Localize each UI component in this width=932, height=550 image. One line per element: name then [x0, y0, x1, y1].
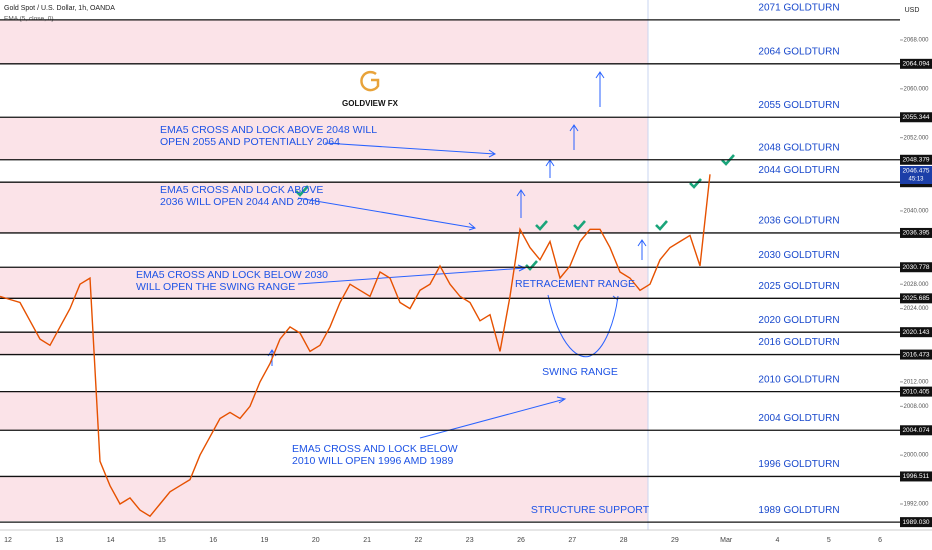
level-price: 2020.143	[902, 329, 929, 336]
y-tick-label: 2000.000	[903, 453, 929, 459]
level-price: 2004.074	[902, 427, 929, 434]
level-price: 2010.405	[902, 388, 929, 395]
arrows	[267, 71, 647, 439]
annotation: 2010 WILL OPEN 1996 AMD 1989	[292, 455, 453, 467]
goldturn-label: 2048 GOLDTURN	[758, 142, 839, 153]
level-box	[900, 517, 932, 528]
x-tick-label: 13	[55, 537, 63, 544]
y-tick-label: 1992.000	[903, 502, 929, 508]
x-tick-label: 29	[671, 537, 679, 544]
annotation: 2036 WILL OPEN 2044 AND 2048	[160, 196, 320, 208]
goldturn-label: 2030 GOLDTURN	[758, 250, 839, 261]
level-box	[900, 349, 932, 360]
logo-text: GOLDVIEW FX	[342, 99, 399, 108]
currency: USD	[905, 7, 920, 14]
x-tick-label: 14	[107, 537, 115, 544]
annotation: SWING RANGE	[542, 366, 618, 378]
x-tick-label: 19	[261, 537, 269, 544]
goldturn-label: 2071 GOLDTURN	[758, 2, 839, 13]
level-price: 2025.685	[902, 295, 929, 302]
goldturn-label: 1989 GOLDTURN	[758, 505, 839, 516]
x-tick-label: 5	[827, 537, 831, 544]
y-tick-label: 2028.000	[903, 282, 929, 288]
x-tick-label: 28	[620, 537, 628, 544]
level-box	[900, 58, 932, 69]
goldturn-label: 2010 GOLDTURN	[758, 374, 839, 385]
goldturn-label: 2020 GOLDTURN	[758, 315, 839, 326]
level-price: 2048.379	[902, 157, 929, 164]
goldturn-label: 2055 GOLDTURN	[758, 100, 839, 111]
x-tick-label: 21	[363, 537, 371, 544]
current-price: 2046.475	[902, 168, 929, 175]
goldturn-label: 2036 GOLDTURN	[758, 216, 839, 227]
annotation: OPEN 2055 AND POTENTIALLY 2064	[160, 136, 340, 148]
level-price: 2016.473	[902, 351, 929, 358]
y-tick-label: 2008.000	[903, 404, 929, 410]
annotation: RETRACEMENT RANGE	[515, 278, 635, 290]
annotation: EMA5 CROSS AND LOCK ABOVE 2048 WILL	[160, 124, 377, 136]
x-tick-label: 20	[312, 537, 320, 544]
y-tick-label: 2060.000	[903, 86, 929, 92]
y-tick-label: 2024.000	[903, 306, 929, 312]
level-box	[900, 154, 932, 165]
x-tick-label: 23	[466, 537, 474, 544]
level-box	[900, 425, 932, 436]
x-tick-label: 4	[776, 537, 780, 544]
level-box	[900, 262, 932, 273]
level-price: 2064.094	[902, 61, 929, 68]
level-box	[900, 227, 932, 238]
y-tick-label: 2068.000	[903, 38, 929, 44]
level-price: 2055.344	[902, 114, 929, 121]
annotation: WILL OPEN THE SWING RANGE	[136, 281, 295, 293]
x-tick-label: 27	[568, 537, 576, 544]
y-tick-label: 2040.000	[903, 209, 929, 215]
level-box	[900, 386, 932, 397]
ema-line	[0, 174, 711, 518]
price-box	[900, 166, 932, 184]
annotation: EMA5 CROSS AND LOCK BELOW	[292, 443, 458, 455]
annotation: STRUCTURE SUPPORT	[531, 504, 650, 516]
x-tick-label: 15	[158, 537, 166, 544]
goldturn-label: 2025 GOLDTURN	[758, 281, 839, 292]
goldturn-label: 2044 GOLDTURN	[758, 165, 839, 176]
x-tick-label: Mar	[720, 537, 733, 544]
x-tick-label: 22	[415, 537, 423, 544]
title: Gold Spot / U.S. Dollar, 1h, OANDA	[4, 5, 115, 12]
x-tick-label: 6	[878, 537, 882, 544]
y-tick-label: 2052.000	[903, 135, 929, 141]
countdown: 45:13	[908, 177, 924, 183]
level-price: 2036.395	[902, 230, 929, 237]
level-price: 2030.778	[902, 264, 929, 271]
goldturn-label: 2064 GOLDTURN	[758, 46, 839, 57]
level-box	[900, 112, 932, 123]
zones	[0, 20, 648, 521]
goldturn-label: 1996 GOLDTURN	[758, 459, 839, 470]
goldturn-label: 2016 GOLDTURN	[758, 337, 839, 348]
level-box	[900, 293, 932, 304]
level-price: 1996.511	[903, 473, 930, 480]
goldturn-label: 2004 GOLDTURN	[758, 413, 839, 424]
y-tick-label: 2012.000	[903, 379, 929, 385]
level-box	[900, 327, 932, 338]
checkmarks	[295, 154, 735, 271]
x-tick-label: 26	[517, 537, 525, 544]
annotation: EMA5 CROSS AND LOCK ABOVE	[160, 184, 323, 196]
level-box	[900, 471, 932, 482]
x-tick-label: 12	[4, 537, 12, 544]
level-price: 1989.030	[902, 519, 929, 526]
x-tick-label: 16	[209, 537, 217, 544]
price-axis	[900, 0, 932, 550]
annotation: EMA5 CROSS AND LOCK BELOW 2030	[136, 269, 328, 281]
logo-icon	[360, 70, 380, 92]
